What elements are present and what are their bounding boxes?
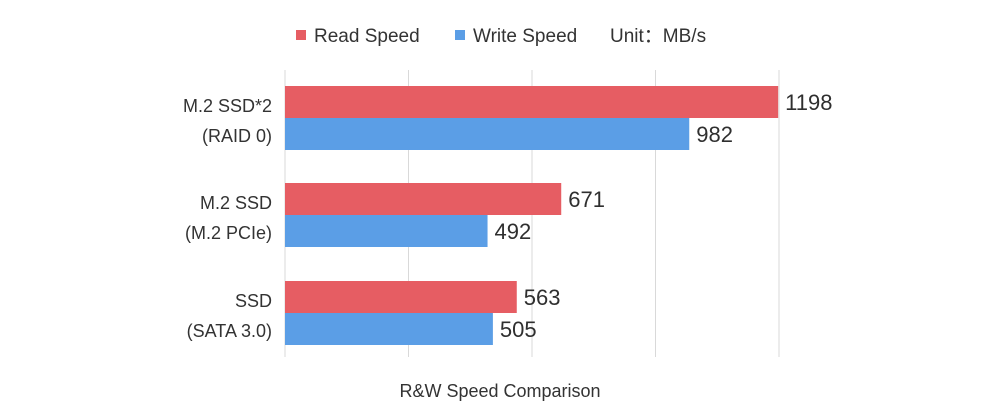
bar-read-speed [285,86,779,118]
category-label-line: (SATA 3.0) [187,321,272,341]
category-label-line: (RAID 0) [202,126,272,146]
category-label-line: (M.2 PCIe) [185,223,272,243]
bar-read-speed [285,183,562,215]
data-label: 563 [524,285,561,310]
data-label: 671 [568,187,605,212]
category-label-line: SSD [235,291,272,311]
legend-label: Write Speed [473,26,577,47]
x-axis-title: R&W Speed Comparison [399,381,600,401]
data-label: 982 [696,122,733,147]
bar-read-speed [285,281,517,313]
data-label: 492 [495,219,532,244]
legend-swatch [296,30,306,40]
data-label: 1198 [785,90,832,115]
bar-write-speed [285,313,493,345]
category-label-line: M.2 SSD [200,193,272,213]
bar-write-speed [285,118,690,150]
bar-write-speed [285,215,488,247]
legend-label: Read Speed [314,26,420,47]
unit-label: Unit：MB/s [610,26,706,47]
category-label-line: M.2 SSD*2 [183,96,272,116]
legend-swatch [455,30,465,40]
data-label: 505 [500,317,537,342]
